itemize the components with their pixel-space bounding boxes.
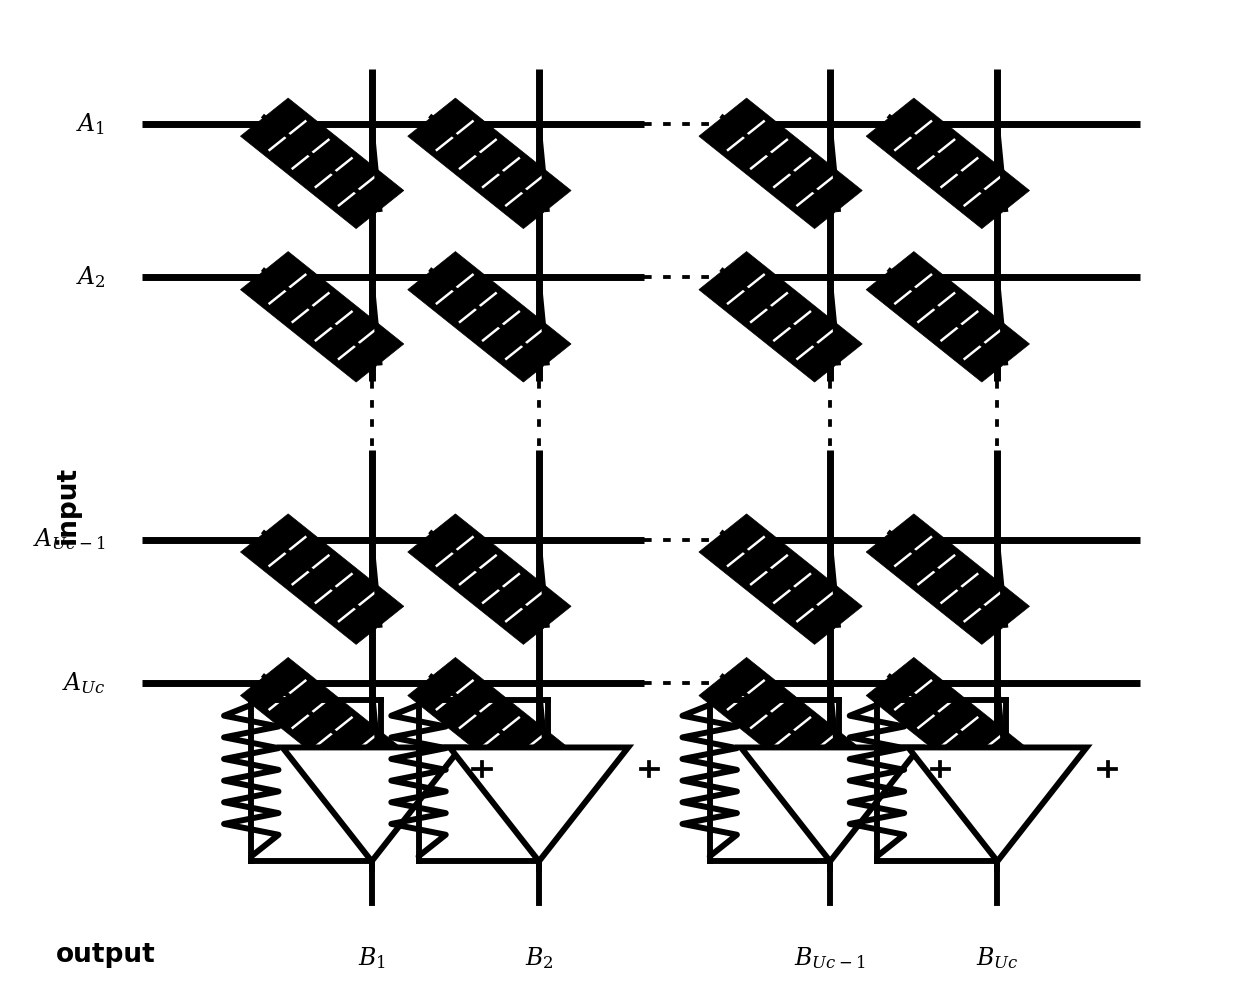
Polygon shape [866, 657, 1030, 788]
Polygon shape [741, 747, 919, 861]
Text: $B_{Uc-1}$: $B_{Uc-1}$ [794, 945, 866, 971]
Polygon shape [699, 514, 862, 644]
Text: $B_1$: $B_1$ [358, 945, 385, 971]
Polygon shape [282, 747, 461, 861]
Polygon shape [699, 98, 862, 229]
Polygon shape [908, 747, 1087, 861]
Polygon shape [408, 657, 571, 788]
Text: $A_2$: $A_2$ [76, 264, 105, 290]
Text: $B_2$: $B_2$ [524, 945, 554, 971]
Polygon shape [866, 98, 1030, 229]
Polygon shape [866, 251, 1030, 382]
Polygon shape [408, 98, 571, 229]
Text: output: output [56, 942, 156, 968]
Polygon shape [240, 657, 404, 788]
Polygon shape [408, 514, 571, 644]
Text: $A_1$: $A_1$ [77, 111, 105, 137]
Text: input: input [56, 466, 81, 544]
Polygon shape [699, 251, 862, 382]
Text: $A_{Uc-1}$: $A_{Uc-1}$ [33, 527, 105, 552]
Polygon shape [240, 514, 404, 644]
Polygon shape [450, 747, 628, 861]
Polygon shape [240, 251, 404, 382]
Polygon shape [866, 514, 1030, 644]
Text: $A_{Uc}$: $A_{Uc}$ [62, 670, 105, 696]
Polygon shape [408, 251, 571, 382]
Polygon shape [240, 98, 404, 229]
Polygon shape [699, 657, 862, 788]
Text: $B_{Uc}$: $B_{Uc}$ [976, 945, 1018, 971]
